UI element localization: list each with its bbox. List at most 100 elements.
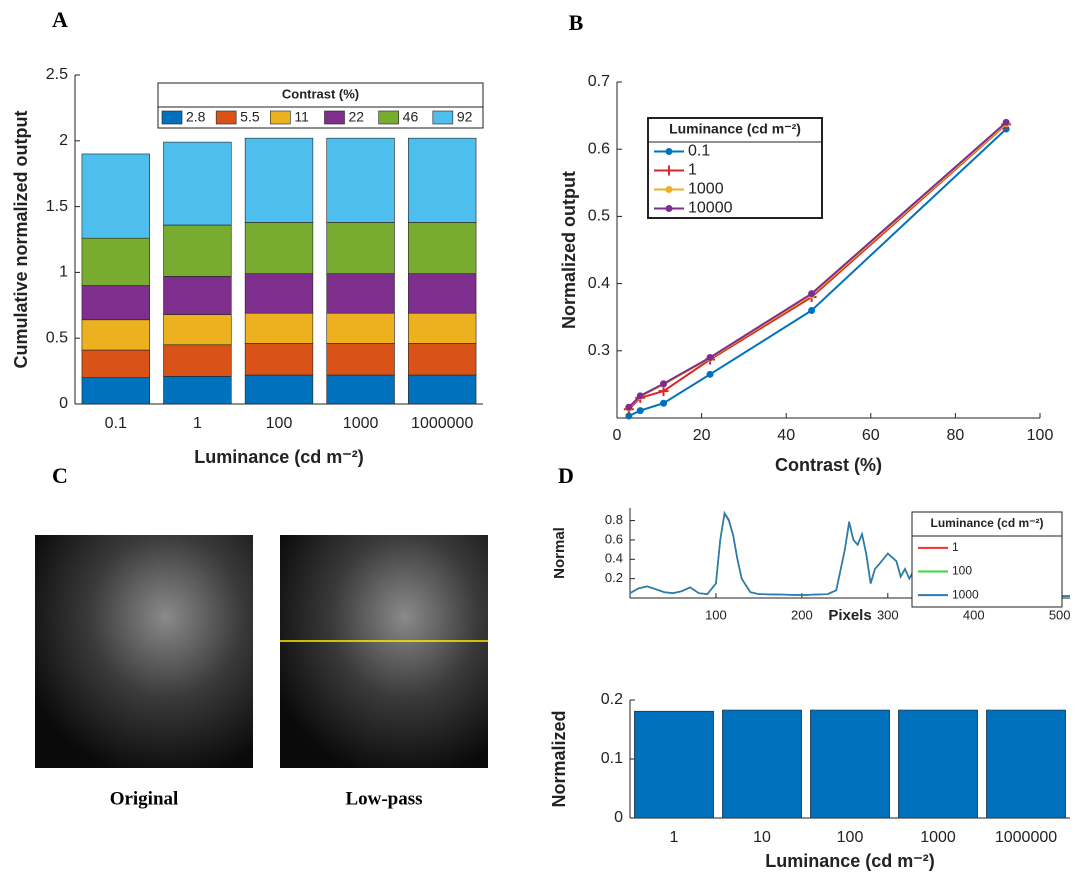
bar-segment <box>81 153 150 239</box>
legend-swatch <box>161 110 183 125</box>
marker <box>706 354 714 362</box>
legend-label: 1 <box>952 540 959 554</box>
legend-title: Contrast (%) <box>282 86 359 101</box>
bar-segment <box>81 285 150 321</box>
y-tick-label: 0.5 <box>588 208 610 225</box>
bar <box>986 709 1066 819</box>
x-tick-label: 0.1 <box>105 415 127 432</box>
bar-segment <box>81 319 150 351</box>
legend-swatch <box>215 110 237 125</box>
x-tick-label: 80 <box>947 427 965 444</box>
y-axis-label: Normalized output <box>559 171 579 329</box>
y-tick-label: 1 <box>59 264 68 281</box>
x-tick-label: 1000 <box>343 415 379 432</box>
y-tick-label: 0.1 <box>601 750 623 767</box>
legend-title: Luminance (cd m⁻²) <box>669 121 801 137</box>
x-tick-label: 400 <box>963 607 985 622</box>
bar-segment <box>326 343 395 376</box>
legend-label: 5.5 <box>240 109 260 125</box>
y-tick-label: 0.3 <box>588 342 610 359</box>
legend-box <box>911 511 1063 608</box>
y-tick-label: 0.4 <box>605 551 623 566</box>
legend-label: 1000 <box>952 587 979 601</box>
legend-label: 11 <box>294 109 309 125</box>
x-tick-label: 1000 <box>920 829 956 846</box>
x-tick-label: 20 <box>693 427 711 444</box>
bar-segment <box>244 273 314 314</box>
y-tick-label: 0.4 <box>588 275 610 292</box>
x-tick-label: 500 <box>1049 607 1071 622</box>
photo-low-pass <box>280 535 488 768</box>
x-tick-label: 100 <box>1027 427 1054 444</box>
panel-label: D <box>558 463 574 488</box>
legend-box <box>157 82 484 129</box>
y-tick-label: 0 <box>59 395 68 412</box>
bar-segment <box>326 222 395 275</box>
y-tick-label: 1.5 <box>46 198 68 215</box>
legend-marker <box>665 205 673 212</box>
legend-marker <box>665 148 673 155</box>
bar <box>722 709 802 819</box>
bar-segment <box>244 343 314 376</box>
bar-segment <box>326 374 395 405</box>
x-axis-label: Contrast (%) <box>775 455 882 475</box>
y-tick-label: 0.5 <box>46 329 68 346</box>
bar-segment <box>163 314 232 346</box>
legend-label: 10000 <box>688 200 733 217</box>
legend-box <box>647 117 823 219</box>
bar-segment <box>163 141 232 226</box>
legend-marker <box>665 186 673 193</box>
legend-swatch <box>270 110 291 125</box>
legend-label: 1 <box>688 162 697 179</box>
x-tick-label: 1 <box>193 415 202 432</box>
x-tick-label: 100 <box>837 829 864 846</box>
y-tick-label: 0.2 <box>605 570 623 585</box>
x-axis-label: Luminance (cd m⁻²) <box>194 447 364 467</box>
marker <box>706 370 714 378</box>
marker <box>636 407 644 415</box>
bar-segment <box>244 137 314 223</box>
bar-segment <box>163 276 232 315</box>
bar-segment <box>81 237 150 286</box>
bar-segment <box>163 376 232 405</box>
x-tick-label: 1 <box>670 829 679 846</box>
x-tick-label: 100 <box>705 607 727 622</box>
x-tick-label: 10 <box>753 829 771 846</box>
x-axis-label: Luminance (cd m⁻²) <box>765 851 935 871</box>
y-tick-label: 0.2 <box>601 691 623 708</box>
marker <box>660 399 668 407</box>
legend-label: 2.8 <box>186 109 206 125</box>
legend-swatch <box>324 110 345 125</box>
bar-segment <box>81 377 150 405</box>
bar-segment <box>81 349 150 378</box>
panel-label: A <box>52 7 68 32</box>
legend-label: 100 <box>952 564 972 578</box>
y-tick-label: 0.6 <box>588 140 610 157</box>
y-tick-label: 0.6 <box>605 531 623 546</box>
marker <box>1002 118 1010 126</box>
marker <box>660 380 668 388</box>
marker <box>625 412 633 420</box>
marker <box>808 290 816 298</box>
legend-label: 0.1 <box>688 143 710 160</box>
marker <box>636 392 644 400</box>
bar-segment <box>244 374 314 405</box>
bar-segment <box>326 137 395 223</box>
bar <box>634 710 714 819</box>
marker <box>625 403 633 411</box>
panel-label: C <box>52 463 68 488</box>
bar-segment <box>408 222 477 275</box>
bar-segment <box>163 344 232 377</box>
bar-segment <box>408 374 477 405</box>
bar-segment <box>326 312 395 344</box>
legend-swatch <box>432 110 454 125</box>
bar-segment <box>244 222 314 275</box>
legend-label: 92 <box>457 109 473 125</box>
image-caption: Original <box>110 788 179 809</box>
y-tick-label: 0.7 <box>588 73 610 90</box>
legend-label: 46 <box>403 109 419 125</box>
legend-label: 1000 <box>688 181 724 198</box>
y-tick-label: 2 <box>59 132 68 149</box>
